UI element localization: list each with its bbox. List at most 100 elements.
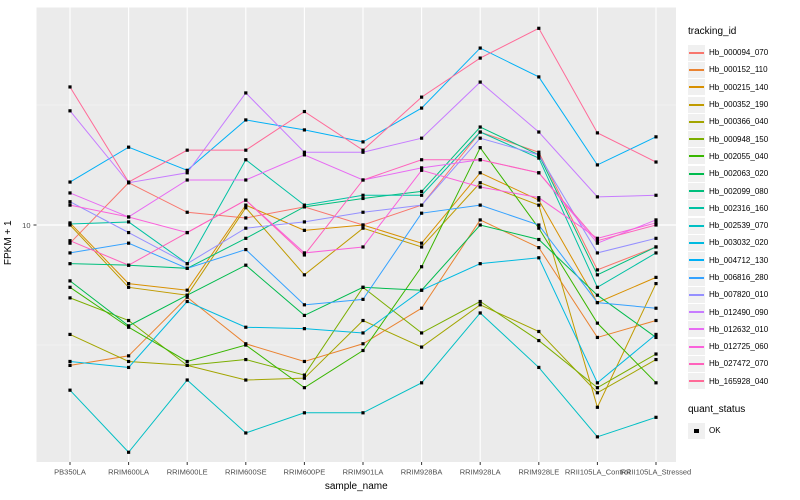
data-point-Hb_000366_040-9 [595, 391, 599, 395]
data-point-Hb_000152_110-2 [185, 295, 189, 299]
legend-item-Hb_012490_090: Hb_012490_090 [688, 303, 800, 321]
legend-key-line-icon [688, 252, 705, 269]
data-point-Hb_002099_080-10 [654, 245, 658, 249]
legend-item-label: Hb_007820_010 [709, 290, 769, 300]
x-tick-label-1: RRIM600LA [108, 468, 149, 477]
data-point-Hb_002055_040-0 [68, 285, 72, 289]
legend-title-quant-status: quant_status [688, 403, 746, 415]
data-point-Hb_165928_040-9 [595, 131, 599, 135]
legend-item-Hb_002539_070: Hb_002539_070 [688, 217, 800, 234]
data-point-Hb_007820_010-2 [185, 262, 189, 266]
data-point-Hb_000352_190-3 [244, 206, 248, 210]
legend-item-Hb_002063_020: Hb_002063_020 [688, 165, 800, 182]
data-point-Hb_007820_010-4 [302, 220, 306, 224]
data-point-Hb_002099_080-0 [68, 262, 72, 266]
legend-item-Hb_000948_150: Hb_000948_150 [688, 130, 800, 148]
data-point-Hb_165928_040-1 [127, 180, 131, 184]
data-point-Hb_006816_280-10 [654, 306, 658, 310]
y-axis-title: FPKM + 1 [3, 220, 14, 265]
data-point-Hb_002539_070-4 [302, 411, 306, 415]
data-point-Hb_004712_130-5 [361, 140, 365, 144]
data-point-Hb_002055_040-2 [185, 359, 189, 364]
data-point-Hb_000366_040-3 [244, 378, 248, 382]
legend-item-Hb_007820_010: Hb_007820_010 [688, 286, 800, 303]
legend-key-line-icon [688, 217, 705, 234]
legend-item-Hb_000152_110: Hb_000152_110 [688, 61, 800, 78]
x-tick-label-2: RRIM600LE [167, 468, 208, 477]
x-tick-label-5: RRIM901LA [343, 468, 384, 477]
data-point-Hb_002539_070-3 [244, 431, 248, 435]
data-point-Hb_002063_020-1 [127, 324, 131, 328]
data-point-Hb_003032_020-10 [654, 332, 658, 337]
data-point-Hb_000366_040-10 [654, 357, 658, 362]
data-point-Hb_000215_140-4 [302, 228, 306, 232]
data-point-Hb_002539_070-0 [68, 388, 72, 392]
data-point-Hb_027472_070-10 [654, 223, 658, 227]
data-point-Hb_000366_040-8 [537, 329, 541, 334]
legend-item-label: Hb_000352_190 [709, 100, 769, 110]
data-point-Hb_012725_060-9 [595, 236, 599, 240]
data-point-Hb_002063_020-7 [478, 223, 482, 227]
legend-item-Hb_000094_070: Hb_000094_070 [688, 44, 800, 61]
data-point-Hb_002316_160-5 [361, 193, 365, 197]
legend-key-line-icon [688, 44, 705, 61]
data-point-Hb_012632_010-9 [595, 241, 599, 245]
legend-item-Hb_012725_060: Hb_012725_060 [688, 338, 800, 355]
data-point-Hb_003032_020-0 [68, 359, 72, 364]
x-tick-label-3: RRIM600SE [225, 468, 267, 477]
data-point-Hb_002539_070-5 [361, 411, 365, 415]
data-point-Hb_004712_130-1 [127, 145, 131, 149]
data-point-Hb_000366_040-0 [68, 332, 72, 337]
data-point-Hb_007820_010-8 [537, 153, 541, 157]
legend-item-Hb_000352_190: Hb_000352_190 [688, 96, 800, 113]
data-point-Hb_002539_070-9 [595, 435, 599, 439]
data-point-Hb_007820_010-7 [478, 136, 482, 140]
data-point-Hb_027472_070-9 [595, 239, 599, 243]
data-point-Hb_002099_080-7 [478, 125, 482, 129]
data-point-Hb_002063_020-5 [361, 285, 365, 289]
data-point-Hb_027472_070-4 [302, 253, 306, 257]
data-point-Hb_002099_080-9 [595, 273, 599, 277]
data-point-Hb_002063_020-10 [654, 335, 658, 340]
data-point-Hb_000352_190-1 [127, 285, 131, 289]
data-point-Hb_002055_040-8 [537, 226, 541, 230]
data-point-Hb_027472_070-5 [361, 178, 365, 182]
data-point-Hb_006816_280-9 [595, 300, 599, 305]
data-point-Hb_000152_110-1 [127, 354, 131, 358]
data-point-Hb_004712_130-6 [420, 106, 424, 110]
data-point-Hb_002539_070-6 [420, 381, 424, 385]
data-point-Hb_004712_130-9 [595, 163, 599, 167]
legend-item-label: Hb_000948_150 [709, 134, 769, 144]
data-point-Hb_012632_010-2 [185, 178, 189, 182]
data-point-Hb_004712_130-10 [654, 135, 658, 139]
legend-item-label: Hb_000094_070 [709, 48, 769, 58]
data-point-Hb_012725_060-8 [537, 196, 541, 200]
data-point-Hb_027472_070-2 [185, 230, 189, 235]
data-point-Hb_012725_060-10 [654, 221, 658, 225]
legend-key-square-icon [688, 422, 705, 439]
data-point-Hb_012725_060-4 [302, 251, 306, 255]
data-point-Hb_002316_160-4 [302, 203, 306, 207]
data-point-Hb_000352_190-7 [478, 181, 482, 185]
legend-item-label: Hb_012725_060 [709, 342, 769, 352]
data-point-Hb_006816_280-5 [361, 297, 365, 301]
legend-tracking-id: tracking_id Hb_000094_070 Hb_000152_110 Hb… [688, 26, 800, 439]
data-point-Hb_165928_040-0 [68, 85, 72, 89]
data-point-Hb_027472_070-1 [127, 263, 131, 267]
legend-item-label: Hb_012632_010 [709, 324, 769, 334]
data-point-Hb_002316_160-0 [68, 222, 72, 226]
x-axis-title: sample_name [325, 481, 388, 492]
data-point-Hb_004712_130-8 [537, 75, 541, 79]
data-point-Hb_000152_110-4 [302, 359, 306, 364]
data-point-Hb_003032_020-8 [537, 256, 541, 260]
data-point-Hb_007820_010-3 [244, 226, 248, 230]
data-point-Hb_003032_020-3 [244, 325, 248, 329]
data-point-Hb_012490_090-3 [244, 91, 248, 95]
data-point-Hb_000215_140-1 [127, 281, 131, 286]
data-point-Hb_000948_150-8 [537, 338, 541, 343]
data-point-Hb_002316_160-9 [595, 285, 599, 289]
legend-item-Hb_165928_040: Hb_165928_040 [688, 373, 800, 390]
data-point-Hb_002099_080-5 [361, 196, 365, 201]
data-point-Hb_004712_130-2 [185, 168, 189, 172]
data-point-Hb_002055_040-5 [361, 348, 365, 353]
